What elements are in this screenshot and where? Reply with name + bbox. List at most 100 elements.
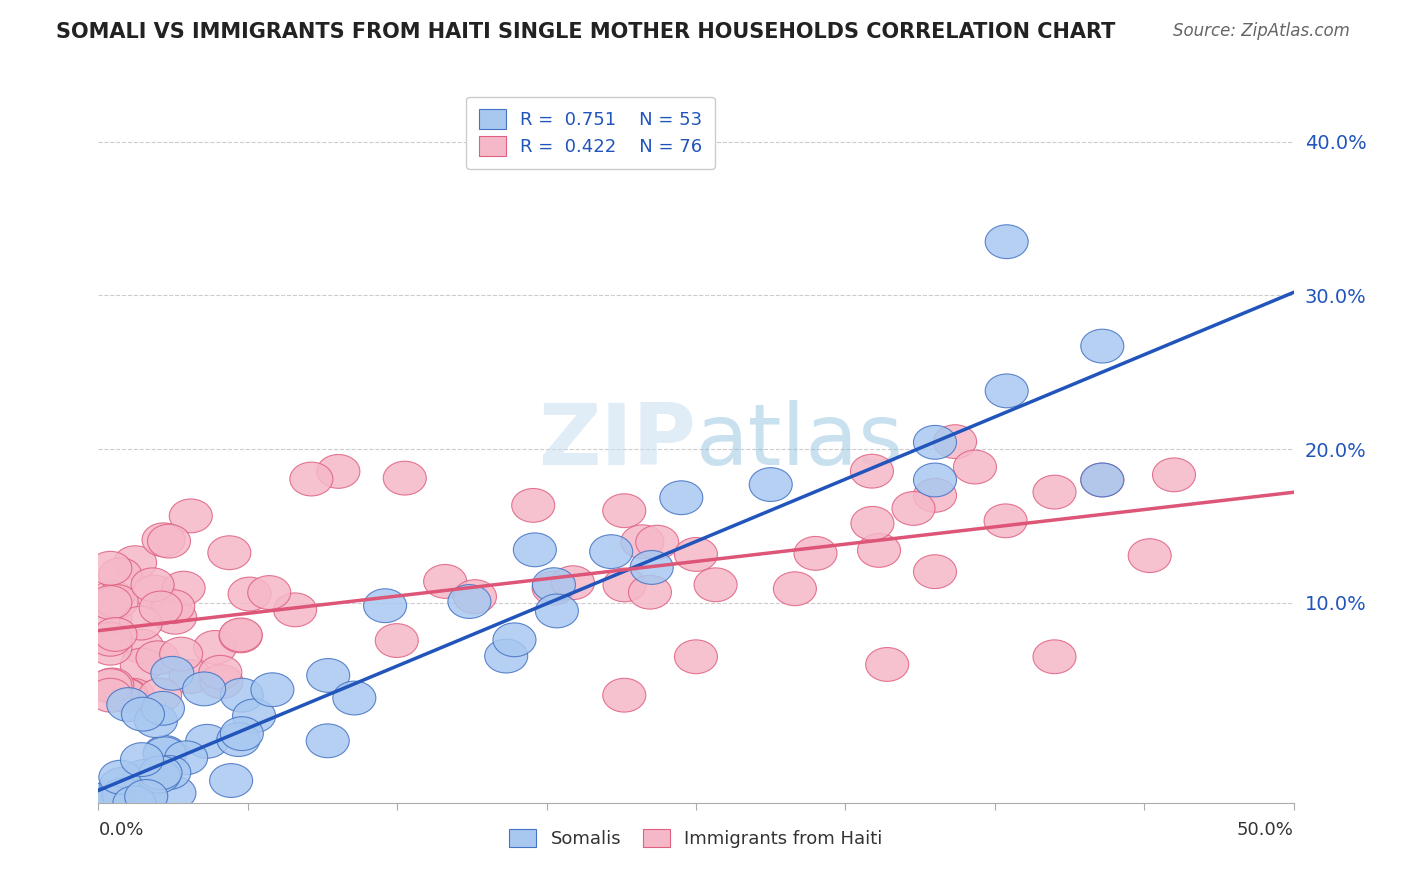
Ellipse shape bbox=[121, 648, 163, 682]
Ellipse shape bbox=[89, 632, 132, 665]
Ellipse shape bbox=[169, 499, 212, 533]
Ellipse shape bbox=[603, 678, 645, 712]
Ellipse shape bbox=[984, 504, 1028, 538]
Ellipse shape bbox=[675, 640, 717, 673]
Ellipse shape bbox=[630, 550, 673, 584]
Ellipse shape bbox=[914, 478, 956, 512]
Ellipse shape bbox=[139, 756, 181, 789]
Ellipse shape bbox=[636, 525, 679, 559]
Ellipse shape bbox=[423, 565, 467, 599]
Ellipse shape bbox=[219, 619, 262, 653]
Text: ZIP: ZIP bbox=[538, 400, 696, 483]
Ellipse shape bbox=[120, 607, 162, 640]
Ellipse shape bbox=[98, 760, 142, 794]
Ellipse shape bbox=[494, 623, 536, 657]
Ellipse shape bbox=[851, 507, 894, 541]
Ellipse shape bbox=[513, 533, 557, 566]
Ellipse shape bbox=[1033, 475, 1076, 509]
Ellipse shape bbox=[138, 759, 180, 793]
Ellipse shape bbox=[551, 566, 595, 599]
Ellipse shape bbox=[153, 600, 197, 634]
Ellipse shape bbox=[89, 669, 132, 703]
Ellipse shape bbox=[531, 571, 575, 605]
Ellipse shape bbox=[603, 494, 645, 528]
Ellipse shape bbox=[986, 374, 1028, 408]
Text: SOMALI VS IMMIGRANTS FROM HAITI SINGLE MOTHER HOUSEHOLDS CORRELATION CHART: SOMALI VS IMMIGRANTS FROM HAITI SINGLE M… bbox=[56, 22, 1115, 42]
Ellipse shape bbox=[316, 455, 360, 488]
Ellipse shape bbox=[773, 572, 817, 606]
Ellipse shape bbox=[953, 450, 997, 484]
Ellipse shape bbox=[333, 681, 375, 714]
Ellipse shape bbox=[169, 659, 212, 693]
Ellipse shape bbox=[122, 760, 166, 793]
Ellipse shape bbox=[221, 717, 263, 750]
Ellipse shape bbox=[148, 524, 190, 558]
Ellipse shape bbox=[143, 737, 186, 771]
Ellipse shape bbox=[142, 691, 184, 725]
Ellipse shape bbox=[153, 776, 195, 810]
Ellipse shape bbox=[794, 536, 837, 570]
Ellipse shape bbox=[89, 623, 132, 657]
Ellipse shape bbox=[603, 568, 645, 602]
Ellipse shape bbox=[589, 534, 633, 568]
Ellipse shape bbox=[139, 678, 181, 712]
Ellipse shape bbox=[139, 591, 183, 625]
Text: 50.0%: 50.0% bbox=[1237, 822, 1294, 839]
Ellipse shape bbox=[162, 571, 205, 605]
Ellipse shape bbox=[228, 577, 271, 611]
Ellipse shape bbox=[208, 536, 250, 570]
Ellipse shape bbox=[135, 704, 177, 738]
Ellipse shape bbox=[89, 786, 132, 820]
Ellipse shape bbox=[165, 741, 208, 774]
Ellipse shape bbox=[125, 780, 167, 814]
Ellipse shape bbox=[89, 602, 132, 636]
Ellipse shape bbox=[186, 724, 229, 758]
Ellipse shape bbox=[96, 584, 138, 618]
Ellipse shape bbox=[112, 786, 156, 820]
Ellipse shape bbox=[914, 463, 956, 497]
Ellipse shape bbox=[194, 631, 236, 665]
Ellipse shape bbox=[121, 698, 165, 731]
Ellipse shape bbox=[621, 524, 664, 558]
Ellipse shape bbox=[100, 768, 143, 802]
Ellipse shape bbox=[200, 665, 243, 698]
Ellipse shape bbox=[91, 668, 134, 702]
Ellipse shape bbox=[1081, 329, 1123, 363]
Ellipse shape bbox=[132, 575, 176, 609]
Ellipse shape bbox=[851, 454, 893, 488]
Ellipse shape bbox=[891, 491, 935, 525]
Text: 0.0%: 0.0% bbox=[98, 822, 143, 839]
Ellipse shape bbox=[89, 585, 132, 619]
Ellipse shape bbox=[101, 778, 145, 812]
Ellipse shape bbox=[219, 618, 263, 652]
Ellipse shape bbox=[209, 764, 253, 797]
Ellipse shape bbox=[143, 736, 187, 769]
Ellipse shape bbox=[247, 575, 291, 609]
Ellipse shape bbox=[1128, 539, 1171, 573]
Ellipse shape bbox=[111, 678, 155, 712]
Ellipse shape bbox=[364, 589, 406, 623]
Ellipse shape bbox=[384, 461, 426, 495]
Ellipse shape bbox=[107, 688, 150, 722]
Ellipse shape bbox=[89, 786, 132, 820]
Ellipse shape bbox=[104, 678, 146, 712]
Ellipse shape bbox=[485, 640, 527, 673]
Ellipse shape bbox=[1081, 463, 1123, 497]
Ellipse shape bbox=[1081, 463, 1123, 497]
Ellipse shape bbox=[148, 756, 191, 789]
Ellipse shape bbox=[121, 630, 163, 664]
Ellipse shape bbox=[449, 584, 491, 618]
Ellipse shape bbox=[94, 617, 136, 651]
Ellipse shape bbox=[250, 673, 294, 706]
Ellipse shape bbox=[307, 658, 350, 692]
Ellipse shape bbox=[131, 568, 174, 602]
Ellipse shape bbox=[217, 723, 260, 756]
Ellipse shape bbox=[1033, 640, 1076, 673]
Ellipse shape bbox=[89, 780, 132, 814]
Ellipse shape bbox=[90, 786, 134, 820]
Ellipse shape bbox=[89, 551, 132, 585]
Ellipse shape bbox=[675, 538, 717, 572]
Ellipse shape bbox=[110, 786, 152, 820]
Ellipse shape bbox=[914, 555, 956, 589]
Ellipse shape bbox=[659, 481, 703, 515]
